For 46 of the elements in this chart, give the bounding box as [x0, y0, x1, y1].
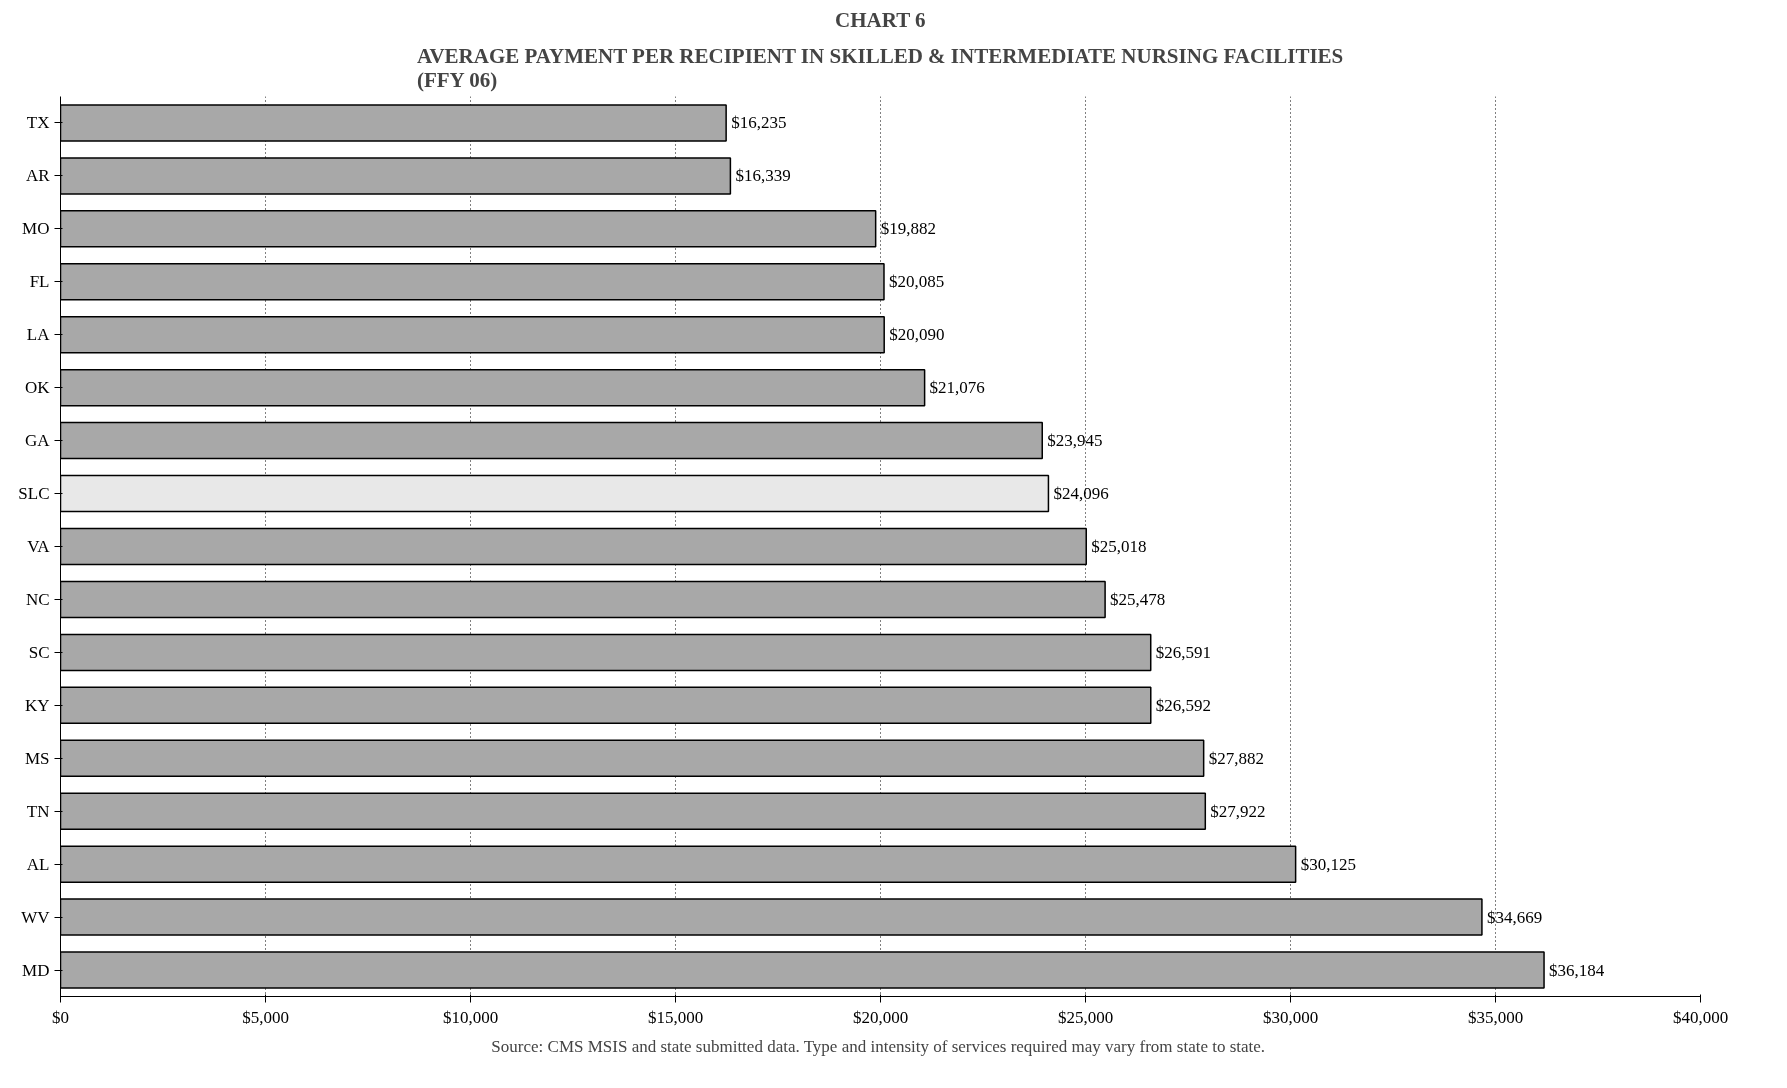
y-tick-label: MO: [22, 219, 50, 239]
y-tick-label: AL: [26, 854, 50, 874]
data-label: $19,882: [880, 219, 936, 239]
data-label: $27,922: [1210, 801, 1266, 821]
chart-subtitle: AVERAGE PAYMENT PER RECIPIENT IN SKILLED & INTERMEDIATE NURSING FACILITIES (FFY 06): [416, 43, 1344, 92]
data-label: $26,591: [1155, 642, 1211, 662]
y-tick-label: MS: [24, 748, 50, 768]
data-label: $25,018: [1091, 537, 1147, 556]
data-label: $16,235: [731, 113, 787, 133]
y-tick-label: GA: [24, 431, 51, 451]
x-tick-label: $35,000: [1467, 1007, 1524, 1027]
y-tick-label: TN: [26, 801, 50, 821]
data-label: $27,882: [1208, 748, 1264, 768]
x-tick-label: $0: [52, 1007, 69, 1027]
data-label: $25,478: [1110, 589, 1166, 609]
y-tick-label: TX: [26, 113, 50, 133]
y-tick-label: MD: [22, 960, 50, 980]
y-tick-label: OK: [24, 378, 51, 398]
y-tick-label: AR: [25, 166, 51, 186]
y-tick-label: KY: [24, 695, 50, 715]
data-label: $20,090: [889, 325, 945, 345]
x-tick-label: $15,000: [647, 1007, 704, 1027]
y-tick-label: SC: [28, 642, 50, 662]
data-label: $16,339: [735, 166, 791, 186]
x-tick-label: $10,000: [442, 1007, 499, 1027]
x-tick-label: $20,000: [852, 1007, 909, 1027]
x-tick-label: $30,000: [1262, 1007, 1319, 1027]
y-tick-label: WV: [21, 907, 51, 927]
data-label: $21,076: [929, 378, 985, 398]
data-label: $23,945: [1047, 431, 1103, 451]
source-note: Source: CMS MSIS and state submitted data. Type and intensity of services required may vary from state to state.: [491, 1036, 1266, 1056]
y-tick-label: FL: [29, 272, 50, 292]
y-tick-label: LA: [26, 325, 51, 345]
y-tick-label: VA: [27, 537, 51, 556]
x-tick-label: $25,000: [1057, 1007, 1114, 1027]
x-tick-label: $5,000: [242, 1007, 289, 1027]
chart-title: CHART 6: [835, 7, 926, 32]
data-label: $26,592: [1155, 695, 1212, 715]
y-tick-label: NC: [25, 589, 50, 609]
data-label: $30,125: [1300, 854, 1356, 874]
data-label: $24,096: [1053, 484, 1109, 504]
x-tick-label: $40,000: [1672, 1007, 1729, 1027]
y-tick-label: SLC: [18, 484, 50, 504]
data-label: $34,669: [1486, 907, 1543, 927]
data-label: $36,184: [1549, 960, 1605, 980]
data-label: $20,085: [888, 272, 945, 292]
